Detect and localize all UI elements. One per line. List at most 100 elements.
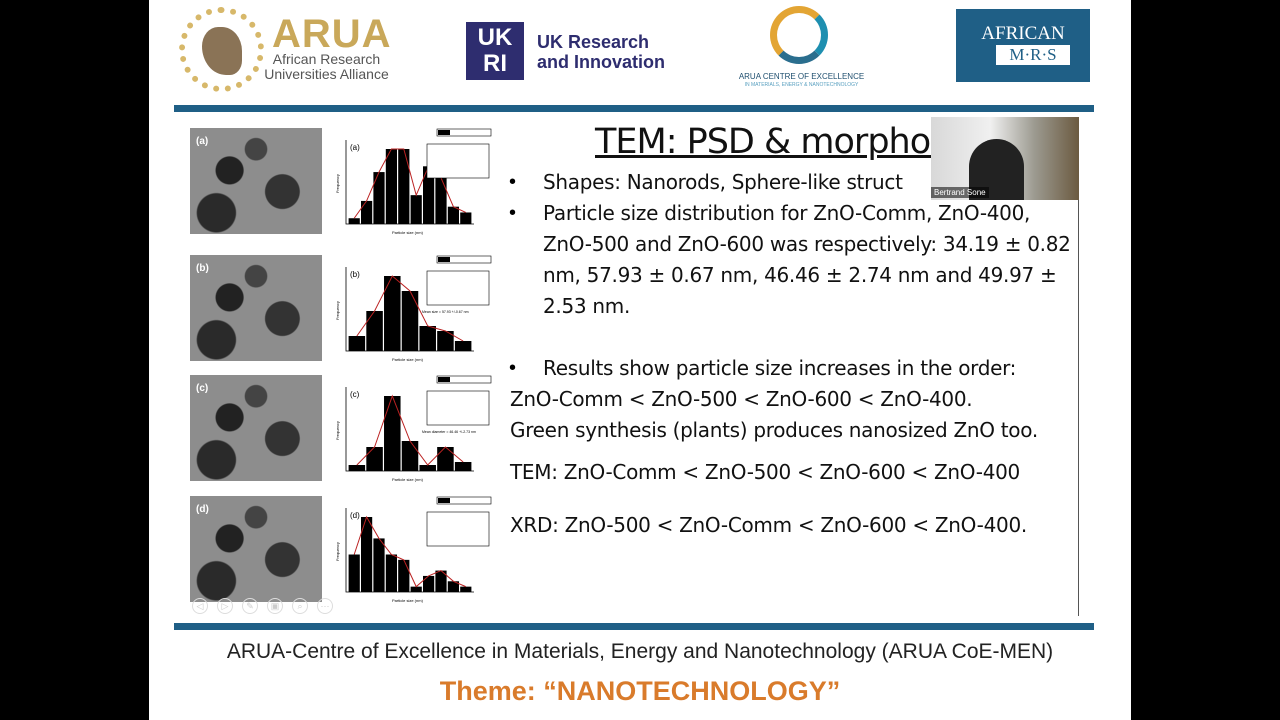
green-synthesis-line: Green synthesis (plants) produces nanosi… (510, 418, 1038, 442)
slideshow-control-icon[interactable]: ▣ (267, 598, 283, 614)
xrd-order-line: XRD: ZnO-500 < ZnO-Comm < ZnO-600 < ZnO-… (510, 513, 1027, 537)
histogram-bar (366, 447, 383, 471)
x-axis-label: Particle size (nm) (392, 598, 424, 603)
ukri-mark: UKRI (466, 22, 524, 80)
histogram-bar (348, 465, 366, 471)
fit-parameters-box (426, 143, 490, 179)
histogram-bar (447, 206, 459, 224)
top-divider (174, 105, 1094, 112)
arua-subtitle: African Research Universities Alliance (264, 51, 389, 82)
histogram-bar (373, 538, 385, 592)
histogram-bar (366, 311, 383, 351)
histogram-bar (435, 177, 447, 224)
legend-box (436, 496, 492, 505)
participant-video-tile[interactable]: Bertrand Sone (931, 117, 1079, 200)
chart-label: (c) (350, 390, 360, 399)
slideshow-control-icon[interactable]: ▷ (217, 598, 233, 614)
tem-image-label: (b) (196, 263, 209, 274)
histogram-bar (384, 396, 401, 471)
arua-logo: ARUA African Research Universities Allia… (174, 2, 394, 92)
slideshow-control-icon[interactable]: ◁ (192, 598, 208, 614)
tem-image-label: (d) (196, 504, 209, 515)
tem-image-label: (c) (196, 383, 209, 394)
fit-curve (356, 275, 464, 342)
histogram-c: (c) Particle size (nm) Frequency Mean diame… (335, 375, 492, 482)
arua-wordmark: ARUA (272, 12, 392, 56)
chart-label: (a) (350, 143, 360, 152)
histogram-bar (348, 336, 366, 351)
tem-image: (a) (190, 128, 322, 234)
tem-image: (d) (190, 496, 322, 602)
histogram-bar (385, 149, 397, 224)
ukri-logo: UKRI UK Research and Innovation (466, 22, 665, 80)
mean-size-note: Mean size = 57.93 +/-0.67 nm (422, 310, 469, 314)
histogram-bar (398, 149, 410, 224)
participant-name: Bertrand Sone (931, 187, 989, 198)
x-axis-label: Particle size (nm) (392, 357, 424, 362)
histogram-bar (401, 291, 419, 351)
histogram-bar (401, 441, 419, 471)
tem-order-line: TEM: ZnO-Comm < ZnO-500 < ZnO-600 < ZnO-… (510, 460, 1020, 484)
bullet-psd: Particle size distribution for ZnO-Comm,… (543, 201, 1071, 318)
fit-parameters-box (426, 511, 490, 547)
histogram-bar (437, 331, 454, 351)
slide-title: TEM: PSD & morphol (595, 122, 940, 162)
histogram-bar (361, 200, 373, 224)
legend-swatch (438, 377, 450, 382)
coe-logo: ARUA CENTRE OF EXCELLENCE IN MATERIALS, … (734, 6, 869, 90)
histogram-bar (435, 570, 447, 592)
histogram-bar (373, 172, 385, 224)
fit-curve (353, 148, 467, 219)
bottom-divider (174, 623, 1094, 630)
histogram-bar (454, 462, 472, 471)
y-axis-label: Frequency (335, 421, 340, 440)
slideshow-control-icon[interactable]: ⌕ (292, 598, 308, 614)
mean-size-note: Mean diameter = 46.46 +/-2.73 nm (422, 430, 476, 434)
histogram-bar (384, 276, 401, 351)
legend-swatch (438, 498, 450, 503)
order-line: ZnO-Comm < ZnO-500 < ZnO-600 < ZnO-400. (510, 387, 973, 411)
content-border (1078, 118, 1079, 616)
footer-theme: Theme: “NANOTECHNOLOGY” (439, 676, 841, 706)
legend-box (436, 128, 492, 137)
histogram-bar (385, 554, 397, 592)
histogram-d: (d) Particle size (nm) Frequency (335, 496, 492, 603)
bullet-results: Results show particle size increases in … (543, 356, 1017, 380)
y-axis-label: Frequency (335, 301, 340, 320)
africa-sun-icon (179, 7, 264, 92)
legend-swatch (438, 257, 450, 262)
tem-image: (c) (190, 375, 322, 481)
histogram-b: (b) Particle size (nm) Frequency Mean size … (335, 255, 492, 362)
legend-swatch (438, 130, 450, 135)
x-axis-label: Particle size (nm) (392, 230, 424, 235)
african-mrs-logo: AFRICAN M·R·S (956, 9, 1090, 82)
histogram-bar (348, 554, 360, 592)
bullet-shapes: Shapes: Nanorods, Sphere-like struct (543, 170, 903, 194)
histogram-bar (419, 326, 436, 351)
chart-label: (b) (350, 270, 360, 279)
legend-box (436, 375, 492, 384)
fit-curve (356, 394, 464, 466)
swirl-icon (770, 6, 828, 64)
histogram-bar (410, 586, 422, 592)
histogram-bar (460, 212, 472, 224)
y-axis-label: Frequency (335, 174, 340, 193)
presentation-slide: ARUA African Research Universities Allia… (149, 0, 1131, 720)
histogram-bar (423, 575, 435, 592)
fit-parameters-box (426, 390, 490, 426)
histogram-bar (460, 586, 472, 592)
slideshow-control-icon[interactable]: ✎ (242, 598, 258, 614)
histogram-bar (348, 218, 360, 224)
histogram-bar (410, 195, 422, 224)
fit-curve (353, 515, 466, 588)
slideshow-control-icon[interactable]: ··· (317, 598, 333, 614)
histogram-bar (398, 559, 410, 592)
histogram-bar (423, 166, 435, 224)
chart-label: (d) (350, 511, 360, 520)
histogram-bar (419, 465, 436, 471)
histogram-bar (437, 447, 454, 471)
legend-box (436, 255, 492, 264)
histogram-a: (a) Particle size (nm) Frequency (335, 128, 492, 235)
histogram-bar (361, 517, 373, 592)
histogram-bar (454, 341, 472, 351)
